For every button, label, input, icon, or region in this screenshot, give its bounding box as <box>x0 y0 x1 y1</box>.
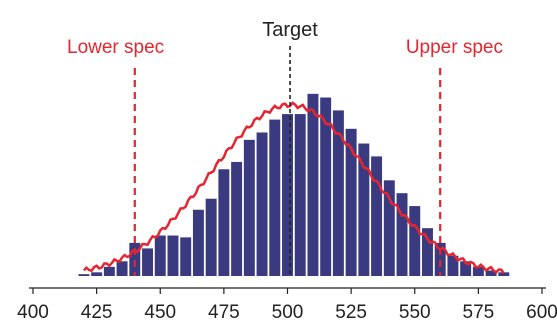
x-tick-label: 425 <box>81 302 113 323</box>
reference-lines: Lower spec Target Upper spec <box>67 19 503 276</box>
x-tick-label: 450 <box>144 302 176 323</box>
histogram-bar <box>116 261 128 276</box>
histogram-bar <box>91 272 103 276</box>
histogram-bar <box>142 248 153 276</box>
histogram-bar <box>485 270 497 276</box>
histogram-bar <box>358 143 370 276</box>
histogram-bar <box>218 169 230 276</box>
x-tick-label: 550 <box>399 302 431 323</box>
histogram-bar <box>282 114 293 276</box>
histogram-bar <box>205 198 217 276</box>
histogram-bar <box>154 235 166 276</box>
histogram-bar <box>269 119 281 276</box>
histogram-bar <box>460 261 472 276</box>
x-tick-label: 475 <box>208 302 240 323</box>
histogram-bar <box>447 255 459 276</box>
x-tick-label: 575 <box>463 302 495 323</box>
histogram-bar <box>409 206 421 276</box>
x-tick-label: 500 <box>272 302 304 323</box>
histogram-bar <box>243 139 255 276</box>
upper-spec-label: Upper spec <box>406 37 503 58</box>
histogram-bar <box>434 242 446 276</box>
histogram-bar <box>472 266 484 276</box>
x-tick-label: 525 <box>335 302 367 323</box>
target-label: Target <box>262 19 318 41</box>
histogram-bar <box>396 193 408 276</box>
histogram-bar <box>294 114 306 276</box>
histogram-bar <box>129 242 141 276</box>
histogram-bar <box>307 93 319 276</box>
normal-fit-curve <box>82 101 505 275</box>
x-axis-ticks: 400 425 450 475 500 525 550 575 600 <box>17 288 557 323</box>
histogram-bar <box>422 228 433 276</box>
histogram-bar <box>345 128 357 276</box>
x-tick-label: 400 <box>17 302 49 323</box>
histogram-bar <box>371 156 383 276</box>
histogram-bar <box>103 266 115 276</box>
histogram-bar <box>498 272 510 276</box>
histogram-bar <box>320 97 332 277</box>
histogram-bar <box>231 161 243 276</box>
histogram-bar <box>383 180 395 276</box>
histogram-bars <box>78 93 510 277</box>
histogram-bar <box>167 235 179 276</box>
histogram-bar <box>78 274 90 276</box>
x-tick-label: 600 <box>526 302 557 323</box>
histogram-bar <box>192 209 204 276</box>
histogram-bar <box>256 132 268 276</box>
histogram-bar <box>180 237 192 276</box>
lower-spec-label: Lower spec <box>67 37 164 58</box>
histogram-bar <box>332 110 344 277</box>
